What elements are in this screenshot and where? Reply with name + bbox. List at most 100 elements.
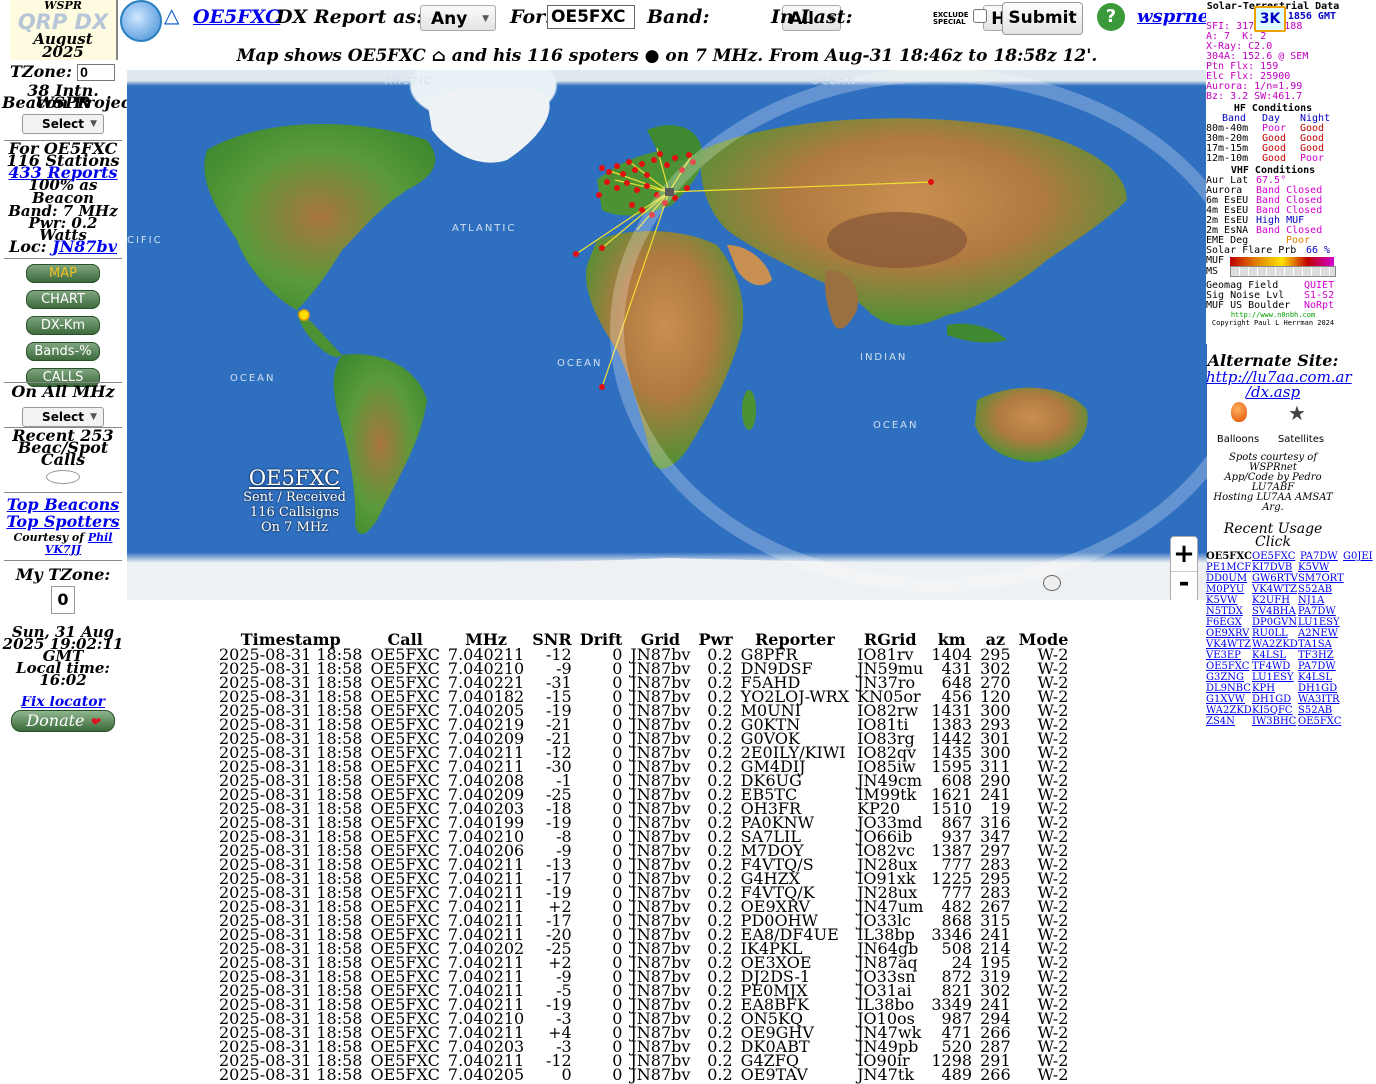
- recent-call-link[interactable]: OE5FXC: [1298, 716, 1342, 727]
- help-icon[interactable]: ?: [1097, 3, 1125, 31]
- recent-call-link[interactable]: OE5FXC: [1252, 551, 1296, 562]
- solar-data-widget[interactable]: Solar-Terrestrial Data 1856 GMT SFI: 317…: [1206, 2, 1340, 344]
- recent-call-link[interactable]: VE3EP: [1206, 650, 1241, 661]
- alt-site-link-path[interactable]: /dx.asp: [1245, 383, 1301, 401]
- recent-call-link[interactable]: K2UFH: [1252, 595, 1290, 606]
- call-link[interactable]: OE5FXC: [193, 6, 281, 28]
- recent-call-link[interactable]: KI7DVB: [1252, 562, 1293, 573]
- satellites-label[interactable]: Satellites: [1277, 434, 1325, 445]
- recent-call-link[interactable]: K5VW: [1206, 595, 1238, 606]
- top-spotters-link[interactable]: Top Spotters: [6, 512, 120, 531]
- recent-call-link[interactable]: LU1ESY: [1252, 672, 1294, 683]
- ocean-label: INDIAN: [860, 352, 908, 363]
- recent-call-link[interactable]: S52AB: [1298, 584, 1333, 595]
- nav-map-button[interactable]: MAP: [26, 264, 100, 283]
- recent-call-link[interactable]: OE5FXC: [1206, 551, 1252, 562]
- recent-call-link[interactable]: GW6RTV: [1252, 573, 1298, 584]
- recent-call-link[interactable]: F6EGX: [1206, 617, 1242, 628]
- recent-call-link[interactable]: KPH: [1252, 683, 1275, 694]
- beacon-select[interactable]: Select ▼: [22, 114, 104, 134]
- table-header[interactable]: RGrid: [863, 630, 917, 649]
- recent-call-link[interactable]: K4LSL: [1298, 672, 1332, 683]
- logo-box[interactable]: WSPR QRP DX August 2025: [10, 0, 118, 60]
- recent-call-link[interactable]: DP0GVN: [1252, 617, 1298, 628]
- recent-call-link[interactable]: KI5QFC: [1252, 705, 1293, 716]
- recent-call-link[interactable]: IW3BHC: [1252, 716, 1297, 727]
- recent-call-link[interactable]: SV4BHA: [1252, 606, 1296, 617]
- top-beacons-link[interactable]: Top Beacons: [6, 495, 120, 514]
- table-header[interactable]: km: [937, 630, 966, 649]
- nav-dxkm-button[interactable]: DX-Km: [26, 316, 100, 335]
- recent-call-link[interactable]: PE1MCF: [1206, 562, 1252, 573]
- recent-call-link[interactable]: PA7DW: [1298, 661, 1336, 672]
- table-header[interactable]: Reporter: [755, 630, 835, 649]
- phil-link[interactable]: Phil: [87, 531, 113, 544]
- recent-call-link[interactable]: A2NEW: [1298, 628, 1338, 639]
- recent-call-link[interactable]: TF4WD: [1252, 661, 1291, 672]
- balloons-label[interactable]: Balloons: [1216, 434, 1260, 445]
- recent-call-link[interactable]: OE5FXC: [1206, 661, 1250, 672]
- zoom-in-button[interactable]: +: [1173, 539, 1195, 569]
- my-tzone-input[interactable]: 0: [51, 586, 75, 614]
- recent-call-link[interactable]: G1XVW: [1206, 694, 1245, 705]
- recent-call-link[interactable]: OE9XRV: [1206, 628, 1250, 639]
- submit-button[interactable]: Submit: [1002, 2, 1083, 35]
- recent-call-link[interactable]: DH1GD: [1252, 694, 1292, 705]
- recent-call-link[interactable]: PA7DW: [1300, 551, 1338, 562]
- table-header[interactable]: az: [985, 630, 1006, 649]
- recent-call-link[interactable]: ZS4N: [1206, 716, 1235, 727]
- alt-site-link[interactable]: http://lu7aa.com.ar: [1206, 368, 1352, 386]
- recent-call-link[interactable]: NJ1A: [1298, 595, 1325, 606]
- table-header[interactable]: MHz: [465, 630, 508, 649]
- recent-call-link[interactable]: G0JEI: [1343, 551, 1373, 562]
- recent-call-link[interactable]: M0PYU: [1206, 584, 1245, 595]
- table-cell: 0.2: [707, 1023, 733, 1042]
- recent-call-link[interactable]: TA1SA: [1298, 639, 1332, 650]
- table-header[interactable]: Call: [387, 630, 423, 649]
- table-header[interactable]: Grid: [640, 630, 681, 649]
- recent-call-link[interactable]: SM7ORT: [1298, 573, 1344, 584]
- 3k-badge[interactable]: 3K: [1254, 6, 1286, 32]
- table-header[interactable]: Pwr: [698, 630, 733, 649]
- table-header[interactable]: Mode: [1018, 630, 1069, 649]
- recent-call-link[interactable]: WA2ZKD: [1206, 705, 1252, 716]
- recent-call-link[interactable]: RU0LL: [1252, 628, 1288, 639]
- recent-call-link[interactable]: N5TDX: [1206, 606, 1243, 617]
- table-header[interactable]: SNR: [532, 630, 572, 649]
- recent-call-link[interactable]: K5VW: [1298, 562, 1330, 573]
- recent-call-link[interactable]: LU1ESY: [1298, 617, 1340, 628]
- recent-call-link[interactable]: G3ZNG: [1206, 672, 1245, 683]
- recent-call-link[interactable]: WA3ITR: [1298, 694, 1340, 705]
- globe-icon[interactable]: [120, 0, 162, 42]
- locator-link[interactable]: JN87bv: [52, 237, 118, 256]
- recent-call-link[interactable]: K4LSL: [1252, 650, 1286, 661]
- zoom-out-button[interactable]: -: [1171, 570, 1197, 600]
- reports-link[interactable]: 433 Reports: [8, 163, 118, 182]
- balloon-icon[interactable]: [1231, 402, 1247, 422]
- nav-bands-button[interactable]: Bands-%: [26, 342, 100, 361]
- exclude-special-checkbox[interactable]: [973, 9, 987, 23]
- recent-call-link[interactable]: DH1GD: [1298, 683, 1338, 694]
- report-as-select[interactable]: Any ▼: [420, 5, 496, 31]
- donate-button[interactable]: Donate ❤: [11, 710, 115, 732]
- recent-call-link[interactable]: VK4WTZ: [1252, 584, 1297, 595]
- world-map[interactable]: ARCTIC OCEAN ATLANTIC OCEAN OCEAN INDIAN…: [127, 70, 1207, 600]
- recent-call-link[interactable]: DD0UM: [1206, 573, 1248, 584]
- all-mhz-select[interactable]: Select ▼: [22, 407, 104, 427]
- table-header[interactable]: Drift: [579, 630, 623, 649]
- satellite-icon[interactable]: ★: [1288, 401, 1306, 425]
- recent-call-link[interactable]: TF3HZ: [1298, 650, 1334, 661]
- nav-chart-button[interactable]: CHART: [26, 290, 100, 309]
- recent-call-link[interactable]: DL9NBC: [1206, 683, 1251, 694]
- vk7ji-link[interactable]: VK7JJ: [44, 543, 82, 556]
- recent-call-link[interactable]: WA2ZKD: [1252, 639, 1298, 650]
- fix-locator-link[interactable]: Fix locator: [21, 696, 105, 708]
- recent-call-link[interactable]: S52AB: [1298, 705, 1333, 716]
- recent-call-link[interactable]: PA7DW: [1298, 606, 1336, 617]
- tzone-input[interactable]: [77, 63, 116, 81]
- vhf-label: 2m EsEU: [1206, 215, 1249, 226]
- band-select[interactable]: All ▼: [782, 5, 842, 31]
- for-call-input[interactable]: [547, 5, 635, 29]
- recent-call-link[interactable]: VK4WTZ: [1206, 639, 1251, 650]
- table-header[interactable]: Timestamp: [240, 630, 341, 649]
